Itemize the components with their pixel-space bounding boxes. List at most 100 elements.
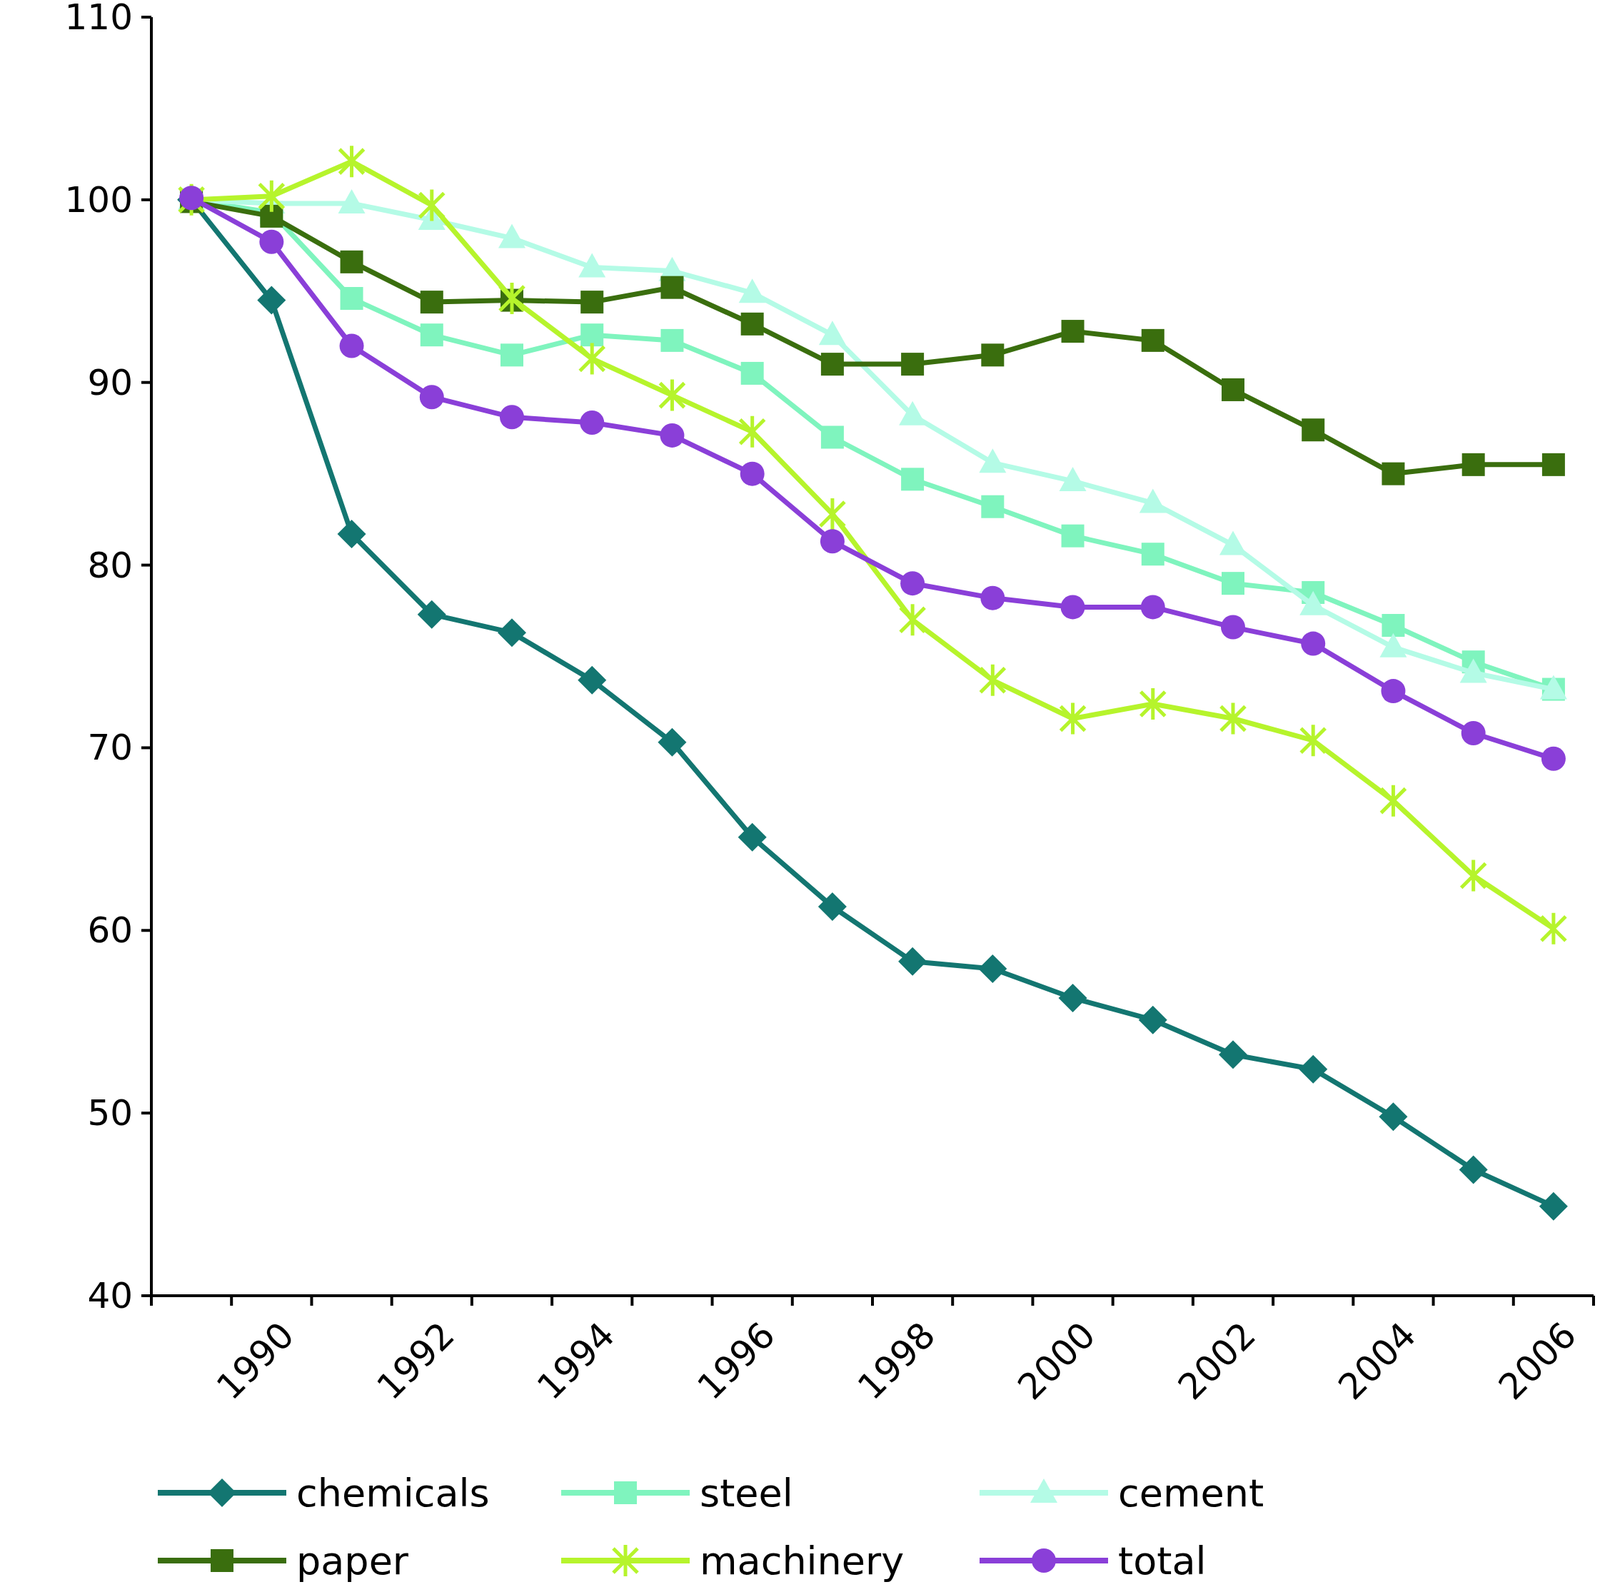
x-tick [711, 1295, 714, 1306]
y-tick-label: 70 [87, 726, 133, 769]
data-point [420, 290, 444, 314]
data-point [1461, 860, 1486, 892]
legend: chemicalssteelcementpapermachinerytotal [157, 1470, 1264, 1584]
x-tick [1271, 1295, 1275, 1306]
data-point [1380, 678, 1406, 704]
y-tick [141, 198, 152, 202]
data-point [1381, 462, 1405, 486]
legend-marker [614, 1481, 637, 1505]
data-point [580, 323, 604, 347]
data-point [741, 361, 764, 385]
x-tick-label: 2000 [1010, 1314, 1104, 1408]
data-point [420, 323, 444, 347]
legend-marker [1030, 1478, 1058, 1503]
y-tick-label: 100 [64, 179, 133, 221]
x-tick [390, 1295, 394, 1306]
x-tick-label: 1990 [208, 1314, 303, 1408]
data-point [1141, 542, 1165, 566]
legend-label: steel [699, 1470, 794, 1516]
data-point [820, 529, 845, 554]
x-tick [871, 1295, 874, 1306]
data-point [1060, 702, 1086, 734]
data-point [580, 290, 604, 314]
data-point [740, 416, 765, 448]
data-point [1060, 594, 1086, 620]
data-point [978, 954, 1007, 984]
series [177, 185, 1568, 1221]
legend-marker [1031, 1548, 1056, 1573]
x-tick [1512, 1295, 1516, 1306]
data-point [1300, 631, 1326, 657]
data-point [259, 180, 284, 213]
x-tick-label: 2004 [1330, 1314, 1424, 1408]
data-point [498, 224, 526, 249]
data-point [419, 189, 445, 222]
data-point [821, 352, 844, 376]
data-point [900, 571, 925, 596]
data-point [1378, 1102, 1408, 1131]
data-point [1539, 1192, 1568, 1221]
data-point [257, 286, 286, 315]
data-point [980, 495, 1004, 519]
data-point [1221, 378, 1245, 402]
series-line [191, 199, 1554, 690]
data-point [1461, 721, 1486, 746]
y-tick-label: 60 [87, 909, 133, 952]
data-point [978, 448, 1006, 473]
data-point [898, 401, 927, 426]
y-tick-label: 50 [87, 1092, 133, 1134]
data-point [1138, 1005, 1168, 1035]
x-tick [550, 1295, 554, 1306]
data-point [1140, 688, 1166, 720]
x-tick [630, 1295, 634, 1306]
series-line [191, 199, 1554, 1207]
y-tick [141, 928, 152, 932]
legend-label: machinery [699, 1538, 904, 1584]
series-line [191, 199, 1554, 690]
data-point [1459, 1155, 1488, 1184]
chart: 4050607080901001101990199219941996199820… [0, 0, 1600, 1587]
x-tick-label: 1996 [689, 1314, 784, 1408]
x-tick [149, 1295, 153, 1306]
data-point [1299, 591, 1327, 616]
y-tick-label: 80 [87, 544, 133, 587]
legend-label: cement [1118, 1470, 1264, 1516]
x-tick [1592, 1295, 1596, 1306]
x-tick [229, 1295, 233, 1306]
data-point [1058, 983, 1088, 1013]
x-tick-label: 1998 [849, 1314, 944, 1408]
x-tick [951, 1295, 954, 1306]
y-tick [141, 381, 152, 385]
x-tick [791, 1295, 794, 1306]
data-point [1298, 1055, 1328, 1084]
data-point [740, 461, 765, 487]
series [177, 185, 1568, 700]
data-point [339, 334, 365, 359]
data-point [660, 276, 684, 300]
data-point [337, 519, 367, 549]
data-point [901, 352, 924, 376]
series-line [191, 161, 1554, 929]
data-point [1462, 453, 1486, 477]
series [179, 185, 1566, 771]
x-tick [1111, 1295, 1115, 1306]
series-line [191, 197, 1554, 759]
data-point [1221, 571, 1245, 595]
data-point [499, 404, 525, 430]
data-point [818, 320, 847, 345]
series-line [191, 201, 1554, 474]
data-point [179, 184, 204, 216]
data-point [980, 343, 1004, 367]
legend-marker [210, 1549, 234, 1573]
data-point [579, 410, 605, 435]
y-tick [141, 564, 152, 567]
data-point [821, 425, 844, 449]
data-point [578, 253, 606, 278]
data-point [1301, 418, 1325, 442]
x-tick-label: 2002 [1170, 1314, 1264, 1408]
data-point [1061, 524, 1085, 548]
series [179, 189, 1566, 485]
data-point [419, 384, 445, 410]
data-point [738, 278, 767, 303]
data-point [818, 892, 847, 922]
